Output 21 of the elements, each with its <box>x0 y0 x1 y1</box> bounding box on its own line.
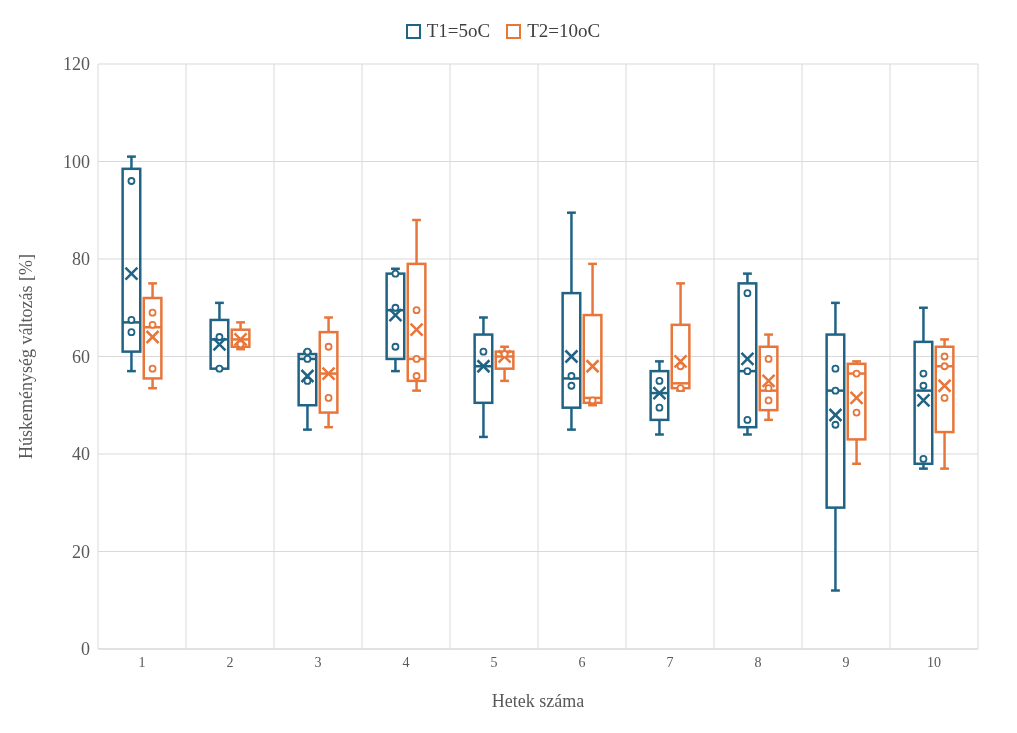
x-tick-label: 6 <box>578 654 586 670</box>
x-tick-label: 4 <box>402 654 410 670</box>
x-tick-label: 9 <box>842 654 850 670</box>
x-tick-label: 3 <box>314 654 322 670</box>
x-tick-label: 10 <box>927 654 941 670</box>
x-tick-label: 8 <box>754 654 762 670</box>
y-tick-label: 60 <box>72 346 90 367</box>
y-tick-label: 100 <box>63 151 90 172</box>
y-tick-label: 120 <box>63 54 90 75</box>
y-tick-label: 20 <box>72 541 90 562</box>
y-tick-label: 80 <box>72 249 90 270</box>
legend-label: T2=10oC <box>527 20 601 42</box>
legend-label: T1=5oC <box>426 20 491 42</box>
x-tick-label: 7 <box>666 654 674 670</box>
y-tick-label: 0 <box>81 639 90 660</box>
x-axis-title: Hetek száma <box>491 691 585 711</box>
y-axis-title: Húskeménység változás [%] <box>16 254 37 459</box>
x-tick-label: 2 <box>226 654 234 670</box>
y-tick-label: 40 <box>72 444 90 465</box>
x-tick-label: 1 <box>138 654 146 670</box>
x-tick-label: 5 <box>490 654 498 670</box>
